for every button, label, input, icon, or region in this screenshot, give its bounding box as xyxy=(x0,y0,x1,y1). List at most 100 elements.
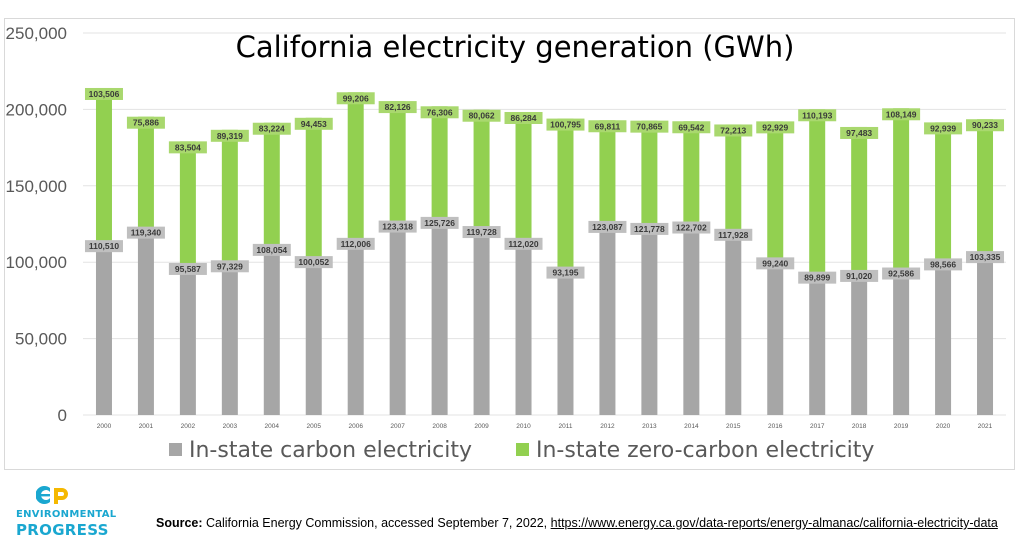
environmental-progress-logo: ENVIRONMENTAL PROGRESS xyxy=(16,484,117,540)
data-label-bg xyxy=(378,220,417,233)
data-label-carbon: 121,778 xyxy=(634,224,665,234)
bar-zero-carbon xyxy=(179,141,196,269)
data-label-bg xyxy=(840,126,879,139)
data-label-carbon: 125,726 xyxy=(424,218,455,228)
bar-zero-carbon xyxy=(683,121,700,228)
bar-carbon xyxy=(137,232,154,415)
legend-label-zero-carbon: In-state zero-carbon electricity xyxy=(536,438,874,463)
stacked-bar-chart: 0 50,000 100,000 150,000 200,000 250,000 Calif… xyxy=(6,24,1006,463)
x-tick-label: 2013 xyxy=(642,423,657,430)
bar-carbon xyxy=(851,275,868,415)
x-tick-label: 2002 xyxy=(181,423,196,430)
data-label-bg xyxy=(672,221,711,234)
data-label-zero-carbon: 72,213 xyxy=(720,125,746,135)
data-label-bg xyxy=(966,119,1005,132)
y-tick-label: 150,000 xyxy=(6,177,67,196)
data-label-carbon: 108,054 xyxy=(256,245,287,255)
data-label-carbon: 93,195 xyxy=(552,268,578,278)
data-label-bg xyxy=(672,121,711,134)
data-label-bg xyxy=(252,243,291,256)
bar-zero-carbon xyxy=(641,120,658,229)
chart-frame: 0 50,000 100,000 150,000 200,000 250,000 Calif… xyxy=(4,18,1015,470)
y-tick-label: 250,000 xyxy=(6,24,67,43)
x-tick-label: 2009 xyxy=(474,423,489,430)
data-label-carbon: 112,006 xyxy=(341,239,372,249)
data-label-carbon: 122,702 xyxy=(676,223,707,233)
data-label-bg xyxy=(252,122,291,135)
data-label-bg xyxy=(966,251,1005,264)
bar-carbon xyxy=(893,273,910,415)
x-tick-label: 2014 xyxy=(684,423,699,430)
data-label-carbon: 103,335 xyxy=(970,252,1001,262)
bar-zero-carbon xyxy=(977,119,994,258)
data-label-carbon: 123,318 xyxy=(382,222,413,232)
bar-carbon xyxy=(641,228,658,415)
x-tick-label: 2011 xyxy=(558,423,572,430)
data-label-zero-carbon: 69,542 xyxy=(678,122,704,132)
data-label-bg xyxy=(168,262,207,275)
x-tick-label: 2010 xyxy=(516,423,531,430)
data-label-bg xyxy=(714,228,753,241)
source-link[interactable]: https://www.energy.ca.gov/data-reports/e… xyxy=(550,516,998,530)
ep-logo-icon xyxy=(36,486,68,504)
bar-zero-carbon xyxy=(263,122,280,250)
data-label-bg xyxy=(756,257,795,270)
bar-zero-carbon xyxy=(305,117,322,263)
data-label-carbon: 92,586 xyxy=(888,269,914,279)
data-label-bg xyxy=(336,92,375,105)
bar-zero-carbon xyxy=(767,121,784,264)
bar-carbon xyxy=(767,263,784,415)
data-label-zero-carbon: 86,284 xyxy=(511,113,537,123)
data-label-zero-carbon: 100,795 xyxy=(550,120,581,130)
x-tick-label: 2001 xyxy=(139,423,154,430)
data-label-bg xyxy=(924,122,963,135)
data-label-bg xyxy=(126,116,165,129)
x-tick-label: 2016 xyxy=(768,423,783,430)
bar-zero-carbon xyxy=(893,108,910,274)
data-label-carbon: 97,329 xyxy=(217,261,243,271)
data-label-carbon: 89,899 xyxy=(804,273,830,283)
data-label-zero-carbon: 92,939 xyxy=(930,123,956,133)
data-label-bg xyxy=(630,222,669,235)
data-label-carbon: 112,020 xyxy=(508,239,539,249)
data-label-bg xyxy=(210,260,249,273)
data-label-carbon: 100,052 xyxy=(298,257,329,267)
y-tick-label: 0 xyxy=(58,406,67,425)
data-label-bg xyxy=(420,106,459,119)
bar-zero-carbon xyxy=(515,111,532,244)
data-label-bg xyxy=(840,269,879,282)
data-label-carbon: 95,587 xyxy=(175,264,201,274)
data-label-bg xyxy=(630,120,669,133)
data-label-zero-carbon: 103,506 xyxy=(89,89,120,99)
logo-text-line2: PROGRESS xyxy=(16,521,109,539)
data-label-bg xyxy=(546,266,585,279)
data-label-bg xyxy=(378,101,417,114)
bar-zero-carbon xyxy=(725,124,742,235)
data-label-zero-carbon: 97,483 xyxy=(846,128,872,138)
bar-zero-carbon xyxy=(221,129,238,267)
y-tick-label: 200,000 xyxy=(6,100,67,119)
x-tick-label: 2018 xyxy=(852,423,867,430)
bar-zero-carbon xyxy=(809,109,826,278)
data-label-bg xyxy=(420,216,459,229)
bar-zero-carbon xyxy=(851,126,868,276)
logo-text-line1: ENVIRONMENTAL xyxy=(16,509,117,520)
data-label-zero-carbon: 70,865 xyxy=(636,122,662,132)
data-label-bg xyxy=(756,121,795,134)
bar-carbon xyxy=(347,243,364,415)
bar-carbon xyxy=(179,268,196,415)
data-label-zero-carbon: 108,149 xyxy=(886,109,917,119)
data-label-zero-carbon: 83,224 xyxy=(259,124,285,134)
data-label-carbon: 98,566 xyxy=(930,259,956,269)
data-label-carbon: 119,340 xyxy=(131,228,162,238)
legend-swatch-zero-carbon xyxy=(516,443,529,456)
x-tick-label: 2003 xyxy=(223,423,238,430)
x-tick-label: 2007 xyxy=(390,423,405,430)
source-note: Source: California Energy Commission, ac… xyxy=(156,516,998,530)
bar-carbon xyxy=(935,264,952,415)
x-tick-label: 2020 xyxy=(936,423,951,430)
data-label-zero-carbon: 89,319 xyxy=(217,131,243,141)
data-label-zero-carbon: 82,126 xyxy=(385,102,411,112)
bar-carbon xyxy=(95,246,112,415)
data-label-zero-carbon: 90,233 xyxy=(972,120,998,130)
